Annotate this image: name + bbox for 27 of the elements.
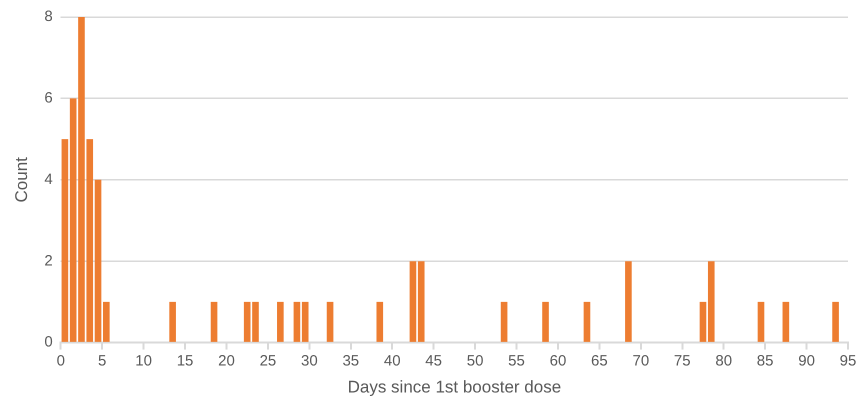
x-tick-label: 60 — [550, 352, 566, 370]
x-tick-label: 0 — [56, 352, 65, 370]
y-tick-label: 4 — [44, 170, 53, 188]
x-tick-label: 10 — [135, 352, 152, 370]
y-tick-label: 2 — [44, 252, 53, 270]
x-tick-label: 15 — [176, 352, 194, 370]
y-tick-label: 0 — [44, 334, 53, 351]
x-tick-label: 20 — [218, 352, 235, 370]
x-tick-label: 70 — [632, 352, 650, 370]
y-axis-title: Count — [12, 156, 31, 202]
x-tick-label: 65 — [591, 352, 608, 370]
x-tick-label: 50 — [466, 352, 484, 370]
x-tick-label: 25 — [260, 352, 276, 370]
x-tick-label: 5 — [98, 352, 106, 370]
x-tick-label: 30 — [301, 352, 318, 370]
x-tick-label: 55 — [508, 352, 525, 370]
x-tick-label: 85 — [756, 352, 774, 370]
x-tick-label: 75 — [674, 352, 691, 370]
x-tick-label: 40 — [384, 352, 401, 370]
x-tick-label: 80 — [715, 352, 732, 370]
y-tick-label: 8 — [44, 8, 53, 26]
x-axis-title: Days since 1st booster dose — [348, 377, 562, 396]
x-tick-label: 45 — [425, 352, 442, 370]
x-tick-label: 90 — [798, 352, 815, 370]
x-tick-label: 95 — [840, 352, 856, 370]
x-tick-label: 35 — [342, 352, 360, 370]
y-tick-label: 6 — [44, 90, 53, 107]
